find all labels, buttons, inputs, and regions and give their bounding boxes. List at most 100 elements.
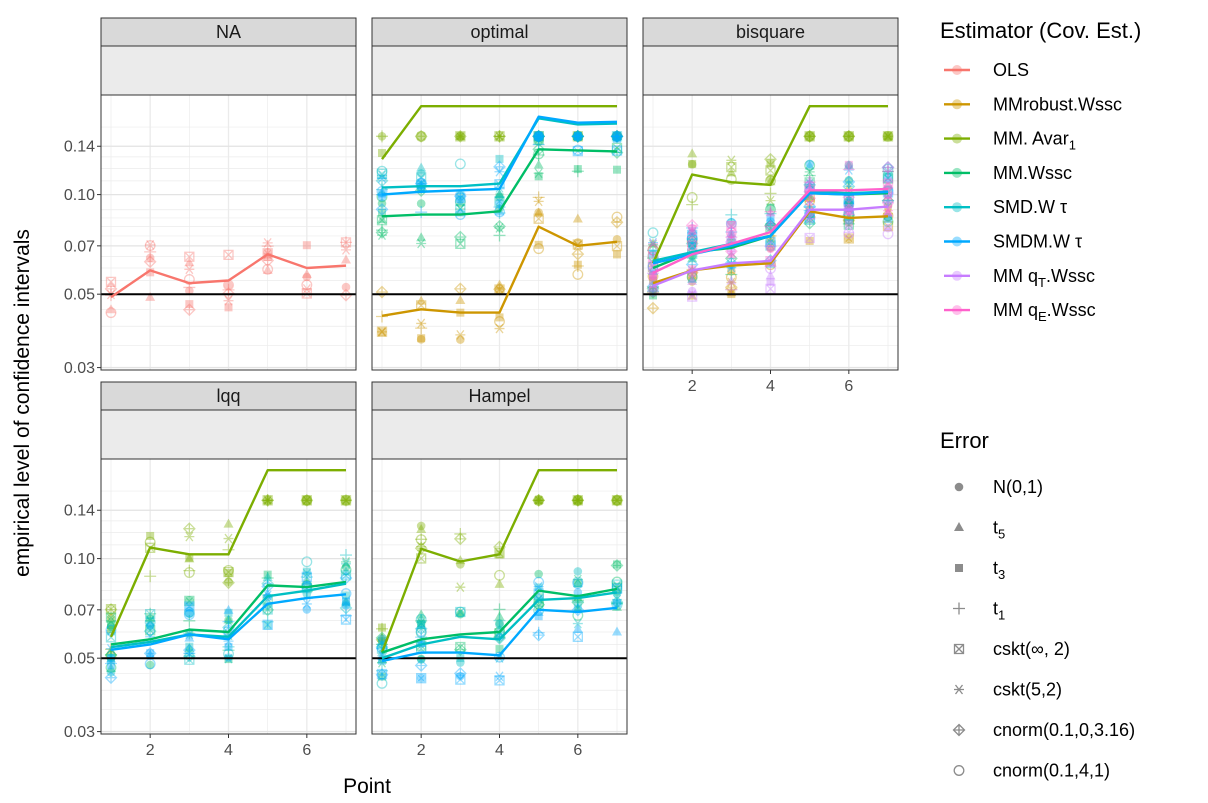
data-point-plus	[105, 657, 117, 670]
data-point-circle	[573, 132, 583, 141]
data-point-asterisk	[106, 616, 116, 626]
data-point-circle	[341, 562, 351, 572]
data-point-asterisk	[223, 295, 234, 306]
data-point-square	[417, 638, 426, 647]
data-point-square	[302, 567, 311, 576]
data-point-triangle	[145, 649, 156, 659]
data-point-boxx	[262, 495, 273, 506]
data-point-boxx	[572, 131, 583, 142]
data-point-asterisk	[416, 318, 427, 329]
data-point-boxx	[765, 236, 776, 248]
strip-band	[642, 45, 899, 96]
data-point-opencircle	[105, 307, 117, 319]
data-point-plus	[532, 626, 545, 639]
data-point-plus	[300, 570, 313, 583]
data-point-boxx	[843, 219, 854, 230]
data-point-asterisk	[883, 166, 893, 177]
data-point-opencircle	[533, 130, 545, 142]
data-point-boxx	[184, 654, 195, 665]
data-point-triangle	[765, 235, 776, 245]
data-point-diamondplus	[104, 603, 118, 616]
data-point-circle	[185, 596, 194, 605]
data-point-plus	[611, 130, 623, 143]
data-point-plus	[222, 615, 235, 628]
data-point-asterisk	[455, 582, 466, 593]
data-point-square	[417, 179, 426, 188]
data-point-square	[844, 200, 853, 209]
data-point-square	[342, 496, 350, 505]
x-tick-label: 4	[495, 742, 504, 759]
data-point-boxx	[611, 131, 623, 142]
data-point-asterisk	[533, 131, 544, 142]
data-point-boxx	[804, 177, 815, 188]
data-point-triangle	[455, 130, 466, 140]
data-point-square	[378, 640, 386, 649]
data-point-opencircle	[572, 576, 584, 588]
data-point-diamondplus	[493, 160, 506, 174]
data-point-asterisk	[572, 618, 583, 629]
data-point-circle	[145, 660, 155, 670]
data-point-plus	[686, 221, 699, 234]
data-point-circle	[106, 622, 116, 631]
data-point-circle	[534, 137, 543, 146]
legend-label: MM.Wssc	[993, 163, 1072, 183]
data-point-opencircle	[572, 268, 584, 280]
data-point-opencircle	[882, 228, 894, 240]
legend-item-error: cnorm(0.1,4,1)	[953, 761, 1110, 781]
data-point-triangle	[341, 254, 351, 264]
data-point-triangle	[262, 572, 273, 582]
x-tick-label: 6	[573, 742, 582, 759]
data-point-circle	[766, 217, 775, 226]
data-point-square	[688, 159, 697, 168]
data-point-asterisk	[416, 238, 427, 249]
y-axis-title: empirical level of confidence intervals	[11, 229, 34, 577]
y-tick-label: 0.10	[64, 187, 95, 204]
data-point-triangle	[572, 494, 583, 504]
data-point-diamondplus	[375, 285, 389, 299]
data-point-square	[534, 132, 543, 141]
data-point-square	[844, 160, 853, 169]
data-point-plus	[803, 212, 816, 225]
data-point-circle	[727, 229, 736, 239]
data-point-boxx	[455, 131, 466, 142]
data-point-square	[613, 134, 621, 143]
data-point-circle	[224, 616, 233, 625]
data-point-asterisk	[883, 131, 893, 142]
legend-item-estimator: MMrobust.Wssc	[944, 94, 1122, 114]
data-point-diamondplus	[610, 129, 624, 143]
data-point-asterisk	[341, 558, 351, 569]
data-point-plus	[803, 130, 816, 143]
data-point-plus	[725, 226, 738, 239]
data-point-boxx	[340, 237, 352, 248]
data-point-opencircle	[572, 494, 584, 506]
y-tick-label: 0.14	[64, 503, 95, 520]
legend-label: SMDM.W τ	[993, 232, 1082, 252]
data-point-diamondplus	[453, 666, 467, 680]
data-point-opencircle	[533, 243, 545, 255]
data-point-square	[107, 625, 115, 634]
data-point-diamondplus	[104, 671, 118, 685]
data-point-square	[417, 619, 426, 628]
data-point-diamondplus	[375, 226, 389, 239]
data-point-boxx	[533, 213, 544, 224]
legend-label: N(0,1)	[993, 477, 1043, 497]
data-point-diamondplus	[571, 129, 585, 143]
data-point-square	[107, 661, 115, 670]
data-point-boxx	[455, 606, 466, 618]
data-point-asterisk	[494, 323, 505, 334]
series-line-mm-qt-wssc	[652, 205, 889, 287]
data-point-triangle	[612, 130, 622, 140]
legend-swatch-point	[952, 236, 962, 247]
data-point-square	[805, 210, 814, 219]
data-point-boxx	[145, 625, 156, 636]
data-point-opencircle	[765, 204, 776, 215]
data-point-asterisk	[883, 176, 893, 187]
data-point-circle	[341, 601, 351, 610]
data-point-plus	[415, 206, 428, 219]
data-point-triangle	[184, 553, 195, 563]
data-point-opencircle	[494, 569, 505, 581]
data-point-square	[573, 132, 582, 141]
y-tick-label: 0.03	[64, 724, 95, 741]
data-point-square	[613, 250, 621, 259]
data-point-square	[302, 496, 311, 505]
